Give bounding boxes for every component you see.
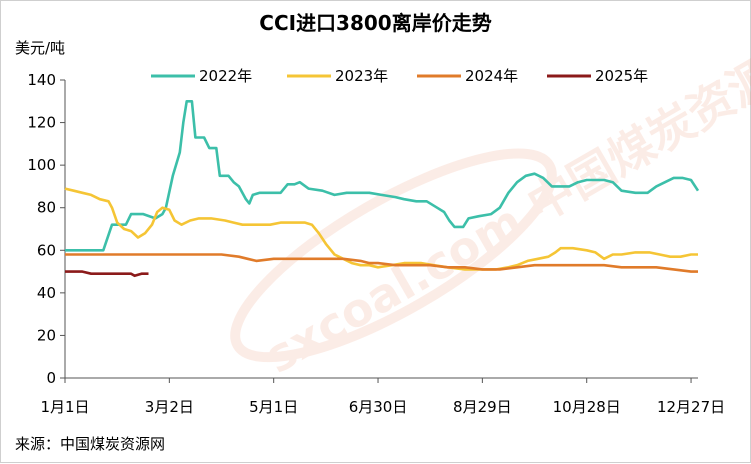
y-tick-label: 140 xyxy=(27,71,56,89)
legend-label: 2025年 xyxy=(595,67,648,85)
x-tick-label: 8月29日 xyxy=(453,398,512,416)
x-tick-label: 1月1日 xyxy=(40,398,89,416)
legend-label: 2022年 xyxy=(199,67,252,85)
y-tick-label: 0 xyxy=(46,369,56,387)
series-line-2022年 xyxy=(65,100,700,252)
y-tick-label: 120 xyxy=(27,114,56,132)
x-tick-label: 3月2日 xyxy=(145,398,194,416)
y-tick-label: 80 xyxy=(37,199,56,217)
x-tick-label: 10月28日 xyxy=(553,398,621,416)
chart-title: CCI进口3800离岸价走势 xyxy=(259,11,492,35)
series-line-2025年 xyxy=(65,270,149,278)
x-tick-label: 6月30日 xyxy=(349,398,408,416)
watermark: sxcoal.com 中国煤炭资源网 xyxy=(230,25,751,384)
legend-label: 2024年 xyxy=(465,67,518,85)
source-note: 来源：中国煤炭资源网 xyxy=(15,435,166,453)
x-tick-label: 5月1日 xyxy=(249,398,298,416)
legend-label: 2023年 xyxy=(335,67,388,85)
watermark-ring xyxy=(230,148,557,363)
series-line-2023年 xyxy=(64,187,698,271)
y-tick-label: 20 xyxy=(37,326,56,344)
y-tick-label: 40 xyxy=(37,284,56,302)
x-tick-label: 12月27日 xyxy=(657,398,725,416)
series-line-2024年 xyxy=(65,253,698,273)
y-tick-label: 60 xyxy=(37,241,56,259)
y-axis-unit: 美元/吨 xyxy=(15,39,66,57)
y-tick-label: 100 xyxy=(27,156,56,174)
